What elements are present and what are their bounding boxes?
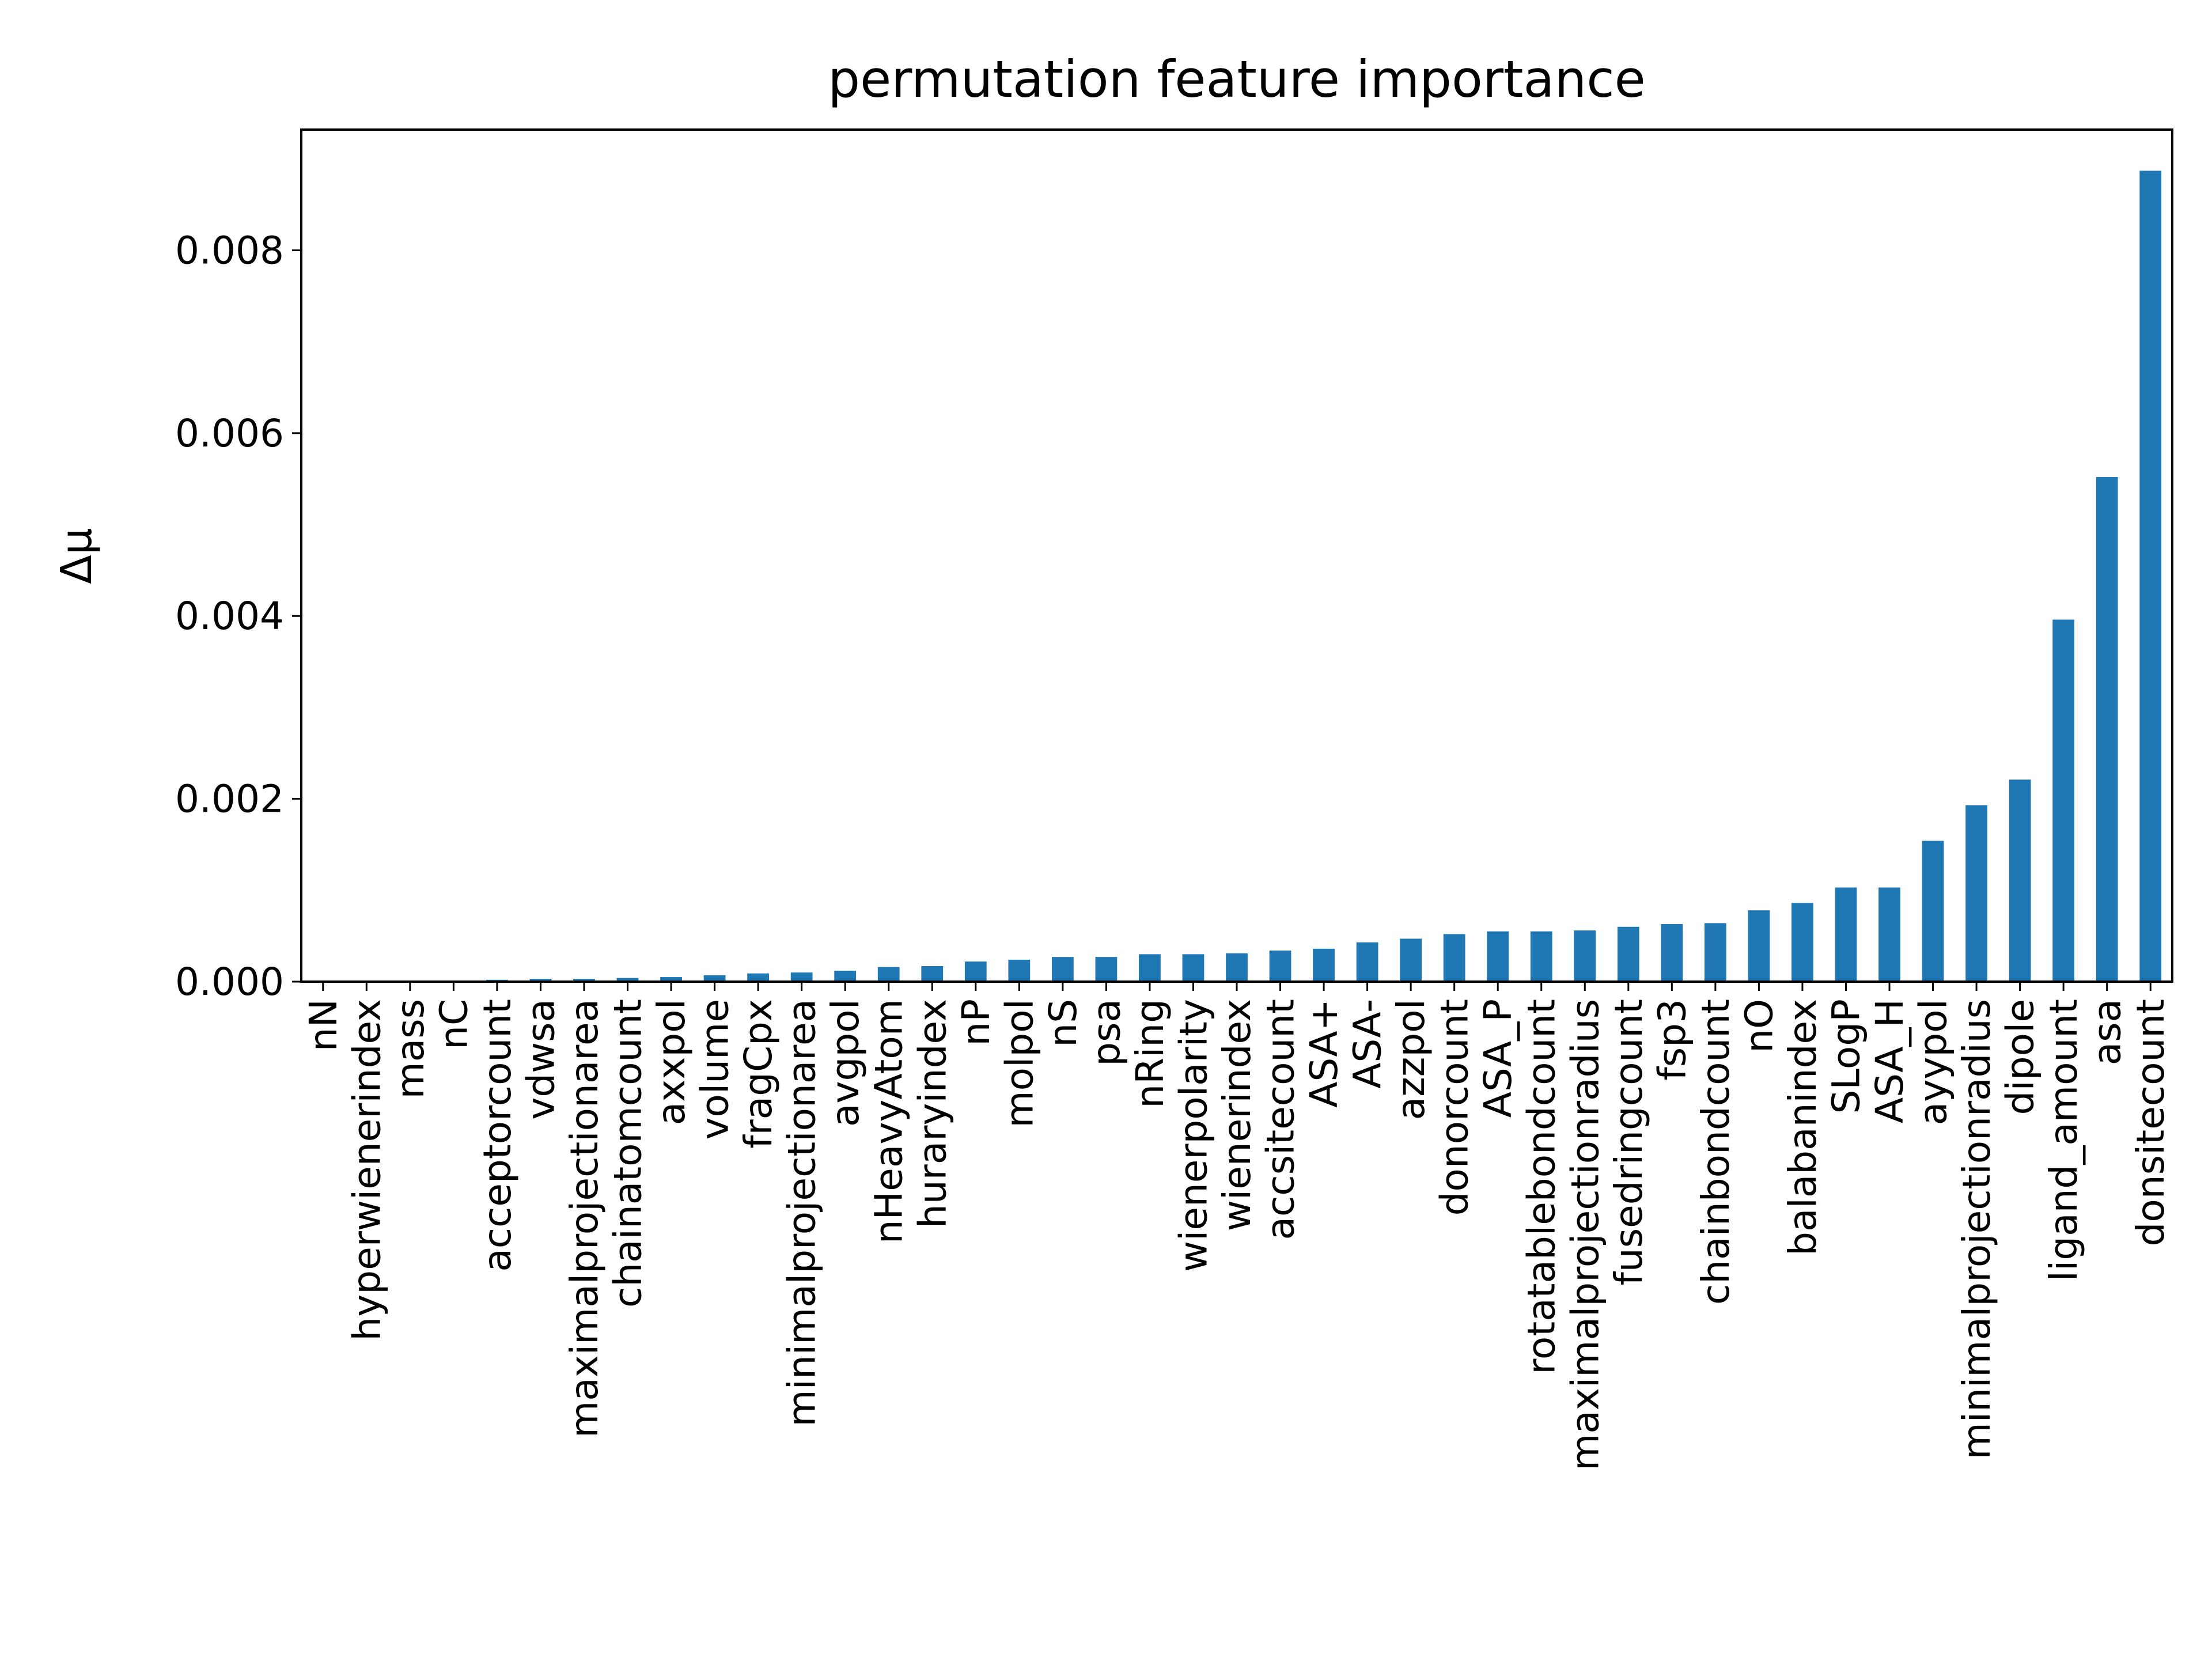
x-tick-label: fusedringcount [1607, 999, 1651, 1285]
bar-azzpol [1400, 938, 1422, 982]
x-tick-label: avgpol [823, 999, 868, 1127]
x-tick-label: nO [1737, 999, 1781, 1053]
bar-psa [1095, 957, 1118, 982]
x-tick-label: nC [431, 999, 476, 1050]
bar-fsp3 [1661, 924, 1683, 982]
x-tick-label: asa [2085, 999, 2130, 1065]
x-tick-label: nS [1041, 999, 1085, 1047]
bar-ligand_amount [2052, 619, 2075, 982]
bar-maximalprojectionarea [573, 979, 595, 982]
plot-frame [300, 128, 2173, 983]
x-tick-label: ASA_P [1476, 999, 1520, 1118]
bar-accsitecount [1269, 951, 1291, 982]
x-tick-label: rotatablebondcount [1520, 999, 1564, 1375]
bar-maximalprojectionradius [1574, 930, 1596, 982]
y-tick-label: 0.002 [175, 777, 284, 821]
x-tick-label: maximalprojectionarea [562, 999, 607, 1438]
x-tick-label: SLogP [1824, 999, 1868, 1114]
bar-asa [2096, 477, 2118, 982]
x-tick-label: wienerpolarity [1171, 999, 1215, 1272]
x-tick-label: ligand_amount [2041, 999, 2086, 1281]
x-tick-label: ayypol [1911, 999, 1956, 1125]
bar-wienerindex [1226, 953, 1248, 982]
x-tick-label: nRing [1128, 999, 1172, 1108]
bar-rotatablebondcount [1530, 931, 1552, 982]
bar-chainbondcount [1705, 923, 1726, 982]
x-tick-label: huraryindex [910, 999, 955, 1228]
bar-huraryindex [921, 966, 944, 982]
x-tick-label: vdwsa [518, 999, 563, 1120]
x-tick-label: donorcount [1433, 999, 1477, 1216]
x-tick-label: axxpol [649, 999, 694, 1125]
bar-vdwsa [529, 979, 552, 982]
x-tick-label: molpol [997, 999, 1041, 1128]
y-tick-label: 0.000 [175, 960, 284, 1004]
bar-minimalprojectionradius [1965, 805, 1987, 982]
bar-nP [964, 961, 987, 982]
y-tick-label: 0.006 [175, 411, 284, 456]
x-tick-label: azzpol [1389, 999, 1433, 1120]
bar-nHeavyAtom [877, 967, 900, 982]
x-tick-label: volume [693, 999, 737, 1140]
bar-nO [1748, 910, 1770, 982]
x-tick-label: nP [954, 999, 998, 1046]
x-tick-label: hyperwienerindex [344, 999, 389, 1341]
bar-fragCpx [747, 973, 769, 982]
bar-SLogP [1835, 887, 1857, 982]
bar-dipole [2009, 779, 2031, 982]
bar-donsitecount [2139, 171, 2162, 982]
x-tick-label: maximalprojectionradius [1563, 999, 1607, 1471]
bar-avgpol [834, 970, 857, 982]
x-tick-label: balabanindex [1781, 999, 1825, 1256]
bar-ASA- [1356, 942, 1378, 982]
bar-donorcount [1443, 934, 1465, 982]
x-tick-label: chainatomcount [606, 999, 650, 1308]
y-axis-label: Δμ [52, 528, 101, 584]
x-tick-label: mass [388, 999, 433, 1099]
bar-ASA+ [1313, 948, 1335, 982]
x-tick-label: ASA- [1346, 999, 1390, 1089]
y-axis: 0.000 0.002 0.004 0.006 0.008 [175, 228, 301, 1004]
x-tick-label: wienerindex [1215, 999, 1259, 1231]
bar-minimalprojectionarea [790, 972, 813, 982]
bar-ASA_P [1487, 931, 1509, 982]
x-tick-label: chainbondcount [1694, 999, 1738, 1305]
x-tick-label: donsitecount [2128, 999, 2173, 1247]
bar-balabanindex [1791, 903, 1813, 982]
bar-nRing [1139, 954, 1161, 982]
bar-volume [703, 975, 726, 982]
chart-title: permutation feature importance [828, 50, 1646, 109]
x-tick-label: nHeavyAtom [867, 999, 911, 1244]
bar-molpol [1008, 959, 1031, 982]
x-tick-label: nN [301, 999, 346, 1051]
x-tick-label: dipole [1998, 999, 2043, 1115]
x-tick-label: fragCpx [736, 999, 781, 1149]
x-tick-label: fsp3 [1650, 999, 1694, 1081]
bar-wienerpolarity [1182, 954, 1205, 982]
bar-chainatomcount [616, 978, 639, 982]
x-axis: nNhyperwienerindexmassnCacceptorcountvdw… [301, 982, 2173, 1471]
x-tick-label: acceptorcount [475, 999, 520, 1272]
x-tick-label: psa [1084, 999, 1128, 1066]
bar-fusedringcount [1617, 926, 1639, 982]
bar-axxpol [660, 977, 682, 982]
x-tick-label: minimalprojectionradius [1955, 999, 1999, 1460]
bars-group [486, 171, 2162, 982]
bar-ASA_H [1878, 887, 1900, 982]
y-tick-label: 0.008 [175, 228, 284, 272]
x-tick-label: accsitecount [1259, 999, 1303, 1240]
x-tick-label: minimalprojectionarea [780, 999, 824, 1427]
y-tick-label: 0.004 [175, 594, 284, 638]
bar-ayypol [1922, 841, 1944, 982]
bar-nS [1051, 957, 1074, 982]
x-tick-label: ASA_H [1868, 999, 1912, 1123]
x-tick-label: ASA+ [1302, 999, 1346, 1108]
